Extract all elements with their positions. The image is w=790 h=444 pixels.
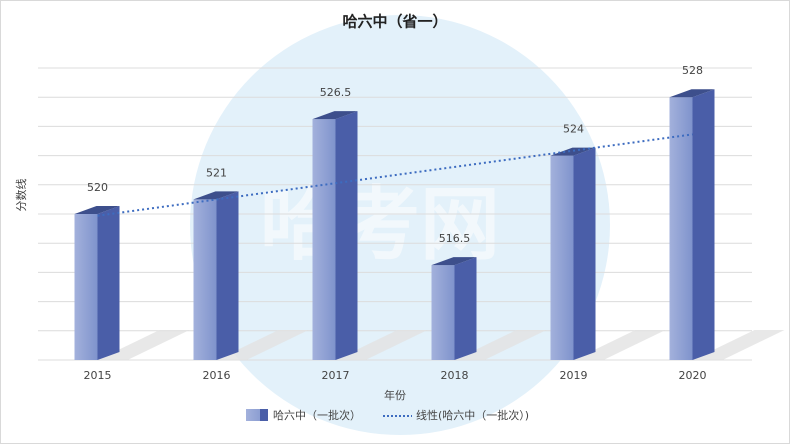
bar: [431, 265, 455, 360]
x-tick-label: 2016: [203, 369, 231, 382]
chart-title: 哈六中（省一）: [342, 13, 447, 31]
bar-shadow: [335, 330, 428, 360]
y-axis-label: 分数线: [14, 179, 28, 212]
bar-top: [193, 191, 239, 200]
legend-trend-label: 线性(哈六中（一批次）): [416, 408, 529, 422]
data-label: 516.5: [439, 232, 471, 245]
data-label: 524: [563, 123, 584, 136]
bar-top: [669, 89, 715, 98]
bar-shadow: [97, 330, 190, 360]
bar-shadow: [216, 330, 309, 360]
bar-shadow: [454, 330, 547, 360]
bar-side: [454, 257, 477, 360]
x-tick-label: 2018: [441, 369, 469, 382]
data-label: 520: [87, 181, 108, 194]
bar: [193, 199, 217, 360]
x-tick-label: 2020: [679, 369, 707, 382]
bar-top: [312, 111, 358, 120]
bar: [312, 119, 336, 360]
bar-side: [573, 147, 596, 360]
watermark: 哈考网: [260, 178, 500, 271]
x-tick-label: 2015: [84, 369, 112, 382]
bar-side: [335, 111, 358, 360]
bar-side: [692, 89, 715, 360]
bar-side: [97, 206, 120, 360]
x-tick-label: 2017: [322, 369, 350, 382]
x-axis-label: 年份: [384, 388, 406, 402]
data-label: 521: [206, 166, 227, 179]
bar-shadow: [692, 330, 785, 360]
bar-shadow: [573, 330, 666, 360]
legend-label: 哈六中（一批次）: [273, 408, 361, 422]
bar: [550, 155, 574, 360]
bar-top: [74, 206, 120, 214]
bar-side: [216, 191, 239, 360]
bar: [74, 214, 98, 360]
x-tick-label: 2019: [560, 369, 588, 382]
bar: [669, 97, 693, 360]
data-label: 528: [682, 64, 703, 77]
legend-swatch-side: [260, 409, 268, 421]
bar-top: [431, 257, 477, 266]
data-label: 526.5: [320, 86, 352, 99]
trendline: [97, 133, 693, 217]
